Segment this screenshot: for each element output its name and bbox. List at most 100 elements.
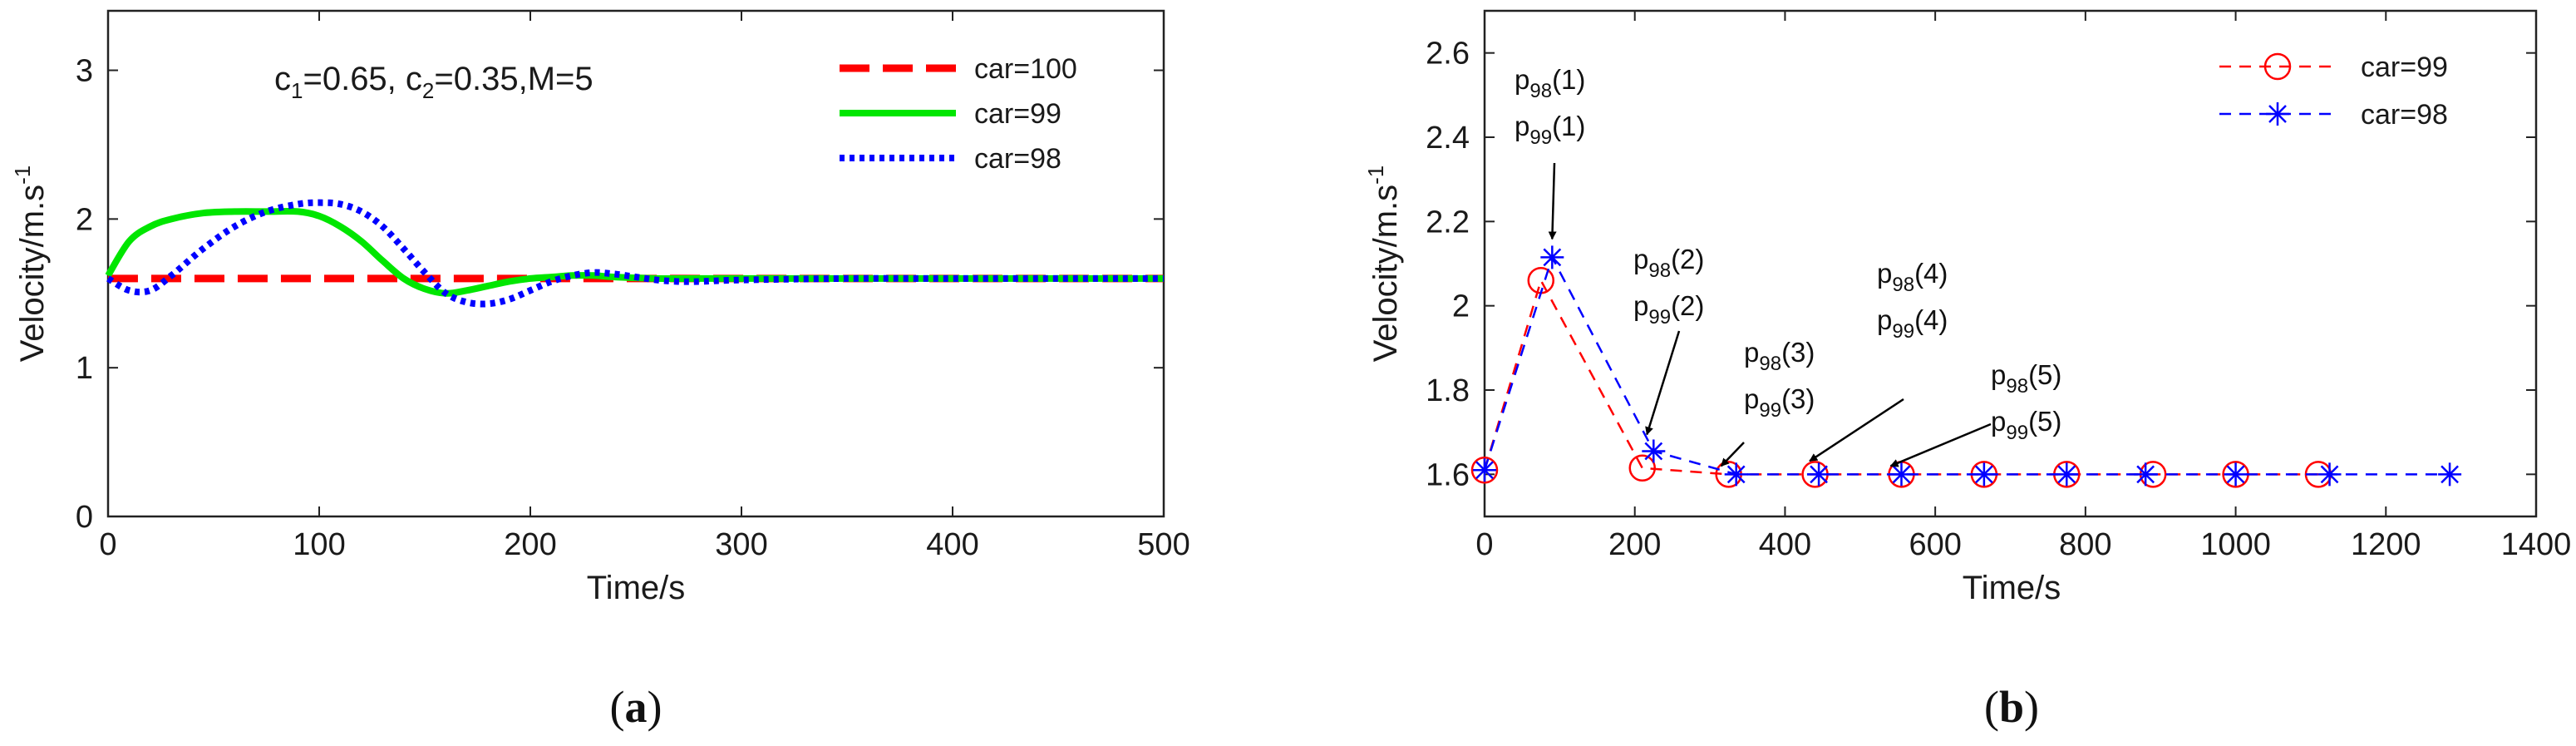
annotation-p: p [1515, 111, 1529, 141]
point-car98-7 [2055, 462, 2079, 487]
annotation-arrow-3 [1720, 442, 1745, 467]
annotation-p: p [1744, 383, 1759, 414]
x-tick-label-b-200: 200 [1608, 527, 1661, 562]
legend-label-car99-b: car=99 [2361, 52, 2448, 83]
annotation-p: p [1991, 359, 2006, 390]
point-car98-4 [1807, 462, 1831, 487]
y-axis-label-a: Velocity/m.s-1 [10, 166, 51, 363]
point-car98-9 [2224, 462, 2248, 487]
series-line-car99 [1483, 278, 2318, 476]
c2-symbol: c [406, 61, 422, 97]
annotation-sub: 98 [2006, 375, 2028, 398]
y-tick-label-a-1: 1 [76, 351, 93, 386]
point-car99-0 [1470, 457, 1499, 484]
parameter-annotation: c1=0.65, c2=0.35,M=5 [274, 61, 594, 103]
y-tick-label-a-3: 3 [76, 54, 93, 89]
annotation-arg: (3) [1781, 383, 1815, 414]
point-car98-8 [2134, 462, 2158, 487]
legend-label-car99: car=99 [974, 98, 1061, 130]
x-tick-label-b-800: 800 [2059, 527, 2111, 562]
annotation-arrow-1 [1548, 162, 1557, 240]
annotation-1-line-2: p99(1) [1515, 111, 1585, 149]
y-tick-label-a-2: 2 [76, 202, 93, 237]
series-a [105, 199, 1164, 308]
plot-area-b [1483, 9, 2538, 518]
annotation-arg: (5) [2028, 406, 2061, 437]
legend-a: car=100 car=99 car=98 [840, 53, 1077, 175]
annotation-p: p [1877, 304, 1892, 335]
point-car98-3 [1724, 462, 1748, 487]
c2-value: =0.35,M=5 [434, 61, 593, 97]
annotation-sub: 98 [1759, 353, 1781, 375]
y-tick-label-b-1: 1.8 [1426, 373, 1470, 408]
x-tick-label-b-1200: 1200 [2351, 527, 2421, 562]
annotation-sub: 99 [1648, 306, 1671, 329]
x-tick-label-b-1400: 1400 [2501, 527, 2572, 562]
point-car98-0 [1473, 458, 1496, 482]
annotation-arg: (4) [1914, 258, 1948, 289]
y-tick-label-b-3: 2.2 [1426, 205, 1470, 240]
series-line-car98 [1483, 254, 2450, 476]
point-car98-2 [1642, 439, 1666, 463]
annotation-p: p [1877, 258, 1892, 289]
annotation-p: p [1633, 244, 1648, 274]
y-tick-label-a-0: 0 [76, 500, 93, 535]
c2-subscript: 2 [422, 78, 434, 103]
panel-caption-a: (a) [610, 682, 662, 732]
x-axis-label-b: Time/s [1963, 570, 2061, 606]
annotation-p: p [1991, 406, 2006, 437]
point-car98-1 [1540, 245, 1564, 269]
legend-marker-car98-b [2266, 102, 2289, 126]
axis-ticks-a: 0 100 200 300 400 500 0 1 2 3 [76, 11, 1190, 562]
x-tick-label-b-400: 400 [1759, 527, 1811, 562]
annotation-sub: 98 [1892, 274, 1914, 296]
annotation-p: p [1633, 290, 1648, 321]
annotation-3-line-1: p98(3) [1744, 337, 1815, 375]
annotation-sub: 99 [1759, 399, 1781, 422]
annotation-sub: 99 [1529, 126, 1552, 149]
y-axis-label-a-text: Velocity/m.s [14, 185, 51, 362]
annotation-2-line-1: p98(2) [1633, 244, 1704, 282]
annotation-arg: (2) [1671, 244, 1704, 274]
annotation-5-line-1: p98(5) [1991, 359, 2061, 398]
c1-symbol: c [274, 61, 291, 97]
annotation-arrow-5 [1889, 422, 1992, 467]
annotation-sub: 99 [1892, 320, 1914, 343]
annotation-3-line-2: p99(3) [1744, 383, 1815, 422]
y-tick-label-b-2: 2 [1452, 289, 1470, 324]
x-tick-label-a-300: 300 [715, 527, 767, 562]
annotation-p: p [1744, 337, 1759, 368]
legend-label-car98-b: car=98 [2361, 99, 2448, 131]
x-tick-label-a-0: 0 [99, 527, 116, 562]
y-tick-label-b-5: 2.6 [1426, 37, 1470, 72]
annotation-5-line-2: p99(5) [1991, 406, 2061, 444]
annotation-arg: (3) [1781, 337, 1815, 368]
point-car98-5 [1889, 462, 1914, 487]
legend-label-car100: car=100 [974, 53, 1077, 85]
panel-letter-b: b [1999, 682, 2024, 732]
legend-marker-car99-b [2263, 52, 2292, 81]
point-car98-6 [1972, 462, 1996, 487]
annotation-sub: 98 [1648, 259, 1671, 282]
annotation-arg: (2) [1671, 290, 1704, 321]
point-annotations: p98(1)p99(1)p98(2)p99(2)p98(3)p99(3)p98(… [1515, 64, 2061, 467]
y-axis-label-b-sup: -1 [1363, 166, 1388, 185]
y-axis-label-b-text: Velocity/m.s [1367, 185, 1404, 362]
annotation-arg: (4) [1914, 304, 1948, 335]
x-tick-label-b-600: 600 [1909, 527, 1961, 562]
point-car99-2 [1628, 454, 1656, 482]
x-tick-label-a-400: 400 [926, 527, 978, 562]
panel-letter-a: a [625, 682, 648, 732]
axis-ticks-b: 0 200 400 600 800 1000 1200 1400 1.6 1.8 2 2.2 2.4 2.… [1426, 11, 2571, 562]
plot-area-a [106, 9, 1165, 518]
x-tick-label-a-500: 500 [1137, 527, 1189, 562]
annotation-arg: (5) [2028, 359, 2061, 390]
point-car98-10 [2317, 462, 2342, 487]
annotation-arg: (1) [1552, 111, 1585, 141]
annotation-arg: (1) [1552, 64, 1585, 95]
chart-b: 0 200 400 600 800 1000 1200 1400 1.6 1.8 2 2.2 2.4 2.… [1363, 9, 2571, 732]
point-car98-11 [2438, 462, 2462, 487]
x-tick-label-b-0: 0 [1475, 527, 1493, 562]
